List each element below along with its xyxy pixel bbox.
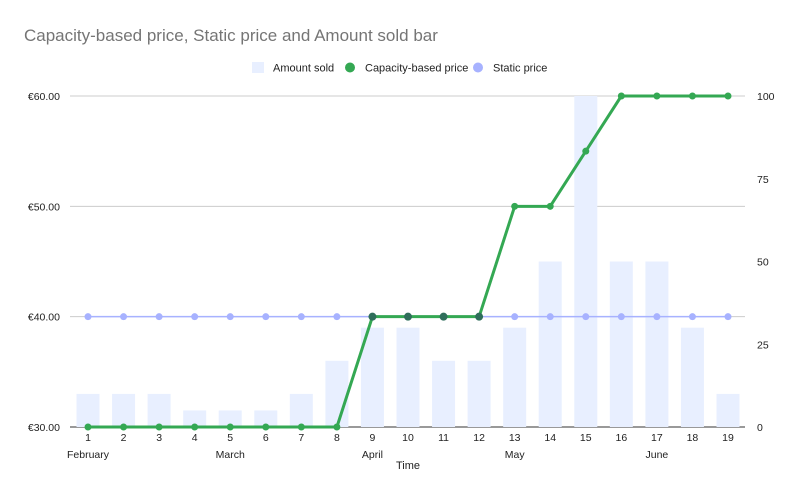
x-tick-label: 4 xyxy=(192,432,198,444)
static-price-point xyxy=(511,313,519,321)
x-tick-label: 12 xyxy=(473,432,485,444)
capacity-based-price-point xyxy=(724,92,732,100)
y-right-tick-label: 75 xyxy=(757,174,769,186)
x-tick-label: 6 xyxy=(263,432,269,444)
amount-sold-bar xyxy=(325,360,349,427)
x-tick-label: 15 xyxy=(580,432,592,444)
x-tick-label: 11 xyxy=(438,432,449,444)
static-price-point xyxy=(653,313,661,321)
y-left-tick-label: €40.00 xyxy=(28,312,60,324)
amount-sold-bar xyxy=(609,261,633,427)
legend-label-static-price: Static price xyxy=(493,63,547,75)
x-tick-label: 5 xyxy=(227,432,233,444)
x-tick-label: 19 xyxy=(722,432,734,444)
amount-sold-bar xyxy=(716,393,740,427)
x-tick-label: 17 xyxy=(651,432,663,444)
overlap-point xyxy=(368,312,377,321)
legend-swatch-amount-sold xyxy=(252,62,264,73)
capacity-based-price-point xyxy=(120,423,128,431)
amount-sold-bar xyxy=(76,393,100,427)
static-price-point xyxy=(333,313,341,321)
amount-sold-bars xyxy=(76,96,740,427)
x-month-label: February xyxy=(67,449,110,461)
x-tick-label: 2 xyxy=(121,432,127,444)
amount-sold-bar xyxy=(680,327,704,427)
overlap-point xyxy=(404,312,412,321)
y-left-tick-label: €30.00 xyxy=(28,422,60,434)
static-price-point xyxy=(191,313,199,321)
x-tick-label: 9 xyxy=(370,432,376,444)
static-price-point xyxy=(155,313,163,321)
static-price-point xyxy=(297,313,305,321)
amount-sold-bar xyxy=(538,261,562,427)
capacity-based-price-point xyxy=(546,202,554,210)
capacity-based-price-point xyxy=(688,92,696,100)
static-price-point xyxy=(724,313,732,321)
x-month-label: June xyxy=(645,449,668,461)
capacity-based-price-point xyxy=(297,423,305,431)
legend-label-amount-sold: Amount sold xyxy=(273,63,334,75)
x-tick-label: 18 xyxy=(687,432,699,444)
chart-title: Capacity-based price, Static price and A… xyxy=(24,26,438,45)
capacity-based-price-point xyxy=(191,423,199,431)
amount-sold-bar xyxy=(503,327,527,427)
x-tick-label: 13 xyxy=(509,432,521,444)
amount-sold-bar xyxy=(645,261,669,427)
amount-sold-bar xyxy=(112,393,136,427)
legend-swatch-static-price xyxy=(473,62,483,73)
amount-sold-bar xyxy=(360,327,384,427)
x-month-label: May xyxy=(505,449,526,461)
x-tick-label: 10 xyxy=(402,432,414,444)
y-left-tick-label: €60.00 xyxy=(28,91,60,103)
static-price-point xyxy=(582,313,590,321)
y-right-tick-label: 50 xyxy=(757,257,769,269)
amount-sold-bar xyxy=(467,360,491,427)
y-right-tick-label: 100 xyxy=(757,91,775,103)
price-lines xyxy=(84,92,732,431)
x-month-label: April xyxy=(362,449,383,461)
y-right-tick-label: 0 xyxy=(757,422,763,434)
amount-sold-bar xyxy=(396,327,420,427)
static-price-point xyxy=(226,313,234,321)
x-month-label: March xyxy=(216,449,245,461)
x-tick-label: 16 xyxy=(615,432,627,444)
x-tick-label: 1 xyxy=(85,432,91,444)
capacity-based-price-point xyxy=(511,202,519,210)
legend: Amount sold Capacity-based price Static pr… xyxy=(252,62,547,75)
amount-sold-bar xyxy=(147,393,171,427)
y-right-tick-label: 25 xyxy=(757,339,769,351)
amount-sold-bar xyxy=(254,410,278,427)
overlap-point xyxy=(439,312,448,321)
amount-sold-bar xyxy=(183,410,207,427)
static-price-point xyxy=(84,313,92,321)
legend-label-capacity-based-price: Capacity-based price xyxy=(365,63,468,75)
overlap-point xyxy=(475,312,484,321)
amount-sold-bar xyxy=(574,96,598,427)
capacity-based-price-point xyxy=(653,92,661,100)
capacity-based-price-point xyxy=(226,423,234,431)
static-price-point xyxy=(546,313,554,321)
amount-sold-bar xyxy=(289,393,313,427)
x-tick-label: 3 xyxy=(156,432,162,444)
static-price-point xyxy=(120,313,128,321)
capacity-based-price-point xyxy=(262,423,270,431)
capacity-based-price-point xyxy=(84,423,92,431)
static-price-point xyxy=(617,313,625,321)
amount-sold-bar xyxy=(218,410,242,427)
x-axis-title: Time xyxy=(396,460,420,472)
x-tick-label: 14 xyxy=(544,432,556,444)
capacity-based-price-point xyxy=(582,147,590,155)
static-price-point xyxy=(688,313,696,321)
amount-sold-bar xyxy=(432,360,456,427)
capacity-based-price-point xyxy=(155,423,163,431)
legend-swatch-capacity-based-price xyxy=(345,62,355,73)
capacity-based-price-point xyxy=(617,92,625,100)
static-price-point xyxy=(262,313,270,321)
x-tick-label: 7 xyxy=(298,432,304,444)
x-tick-label: 8 xyxy=(334,432,340,444)
capacity-based-price-point xyxy=(333,423,341,431)
y-left-tick-label: €50.00 xyxy=(28,201,60,213)
